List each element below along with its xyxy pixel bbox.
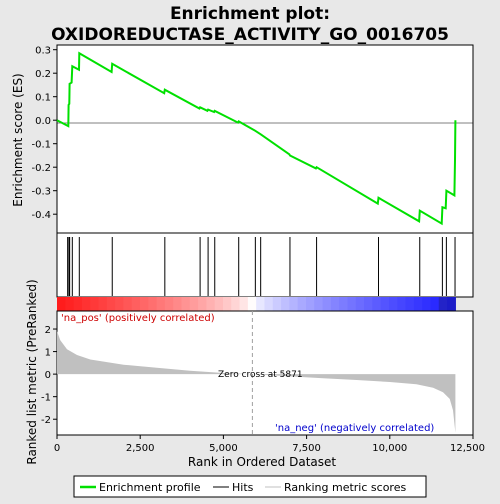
color-bar-segment	[74, 297, 83, 311]
rank-y-tick-label: 1	[45, 348, 51, 359]
color-bar-segment	[397, 297, 406, 311]
x-tick-label: 12,500	[450, 443, 485, 454]
chart-title-line1: Enrichment plot:	[170, 4, 330, 24]
color-bar-segment	[430, 297, 439, 311]
rank-y-tick-label: -2	[41, 415, 51, 426]
color-bar-segment	[65, 297, 74, 311]
color-bar-segment	[240, 297, 249, 311]
color-bar-segment	[90, 297, 99, 311]
color-bar-segment	[422, 297, 431, 311]
color-bar-segment	[223, 297, 232, 311]
color-bar-segment	[123, 297, 132, 311]
color-bar-segment	[414, 297, 423, 311]
negative-correlation-label: 'na_neg' (negatively correlated)	[275, 423, 434, 434]
color-bar-segment	[389, 297, 398, 311]
es-y-tick-label: -0.2	[31, 163, 51, 174]
color-bar-segment	[248, 297, 257, 311]
color-bar-segment	[356, 297, 365, 311]
es-y-tick-label: 0.3	[35, 46, 51, 57]
legend-hits-label: Hits	[232, 481, 254, 494]
color-bar-segment	[98, 297, 107, 311]
color-bar-segment	[306, 297, 315, 311]
color-bar-segment	[281, 297, 290, 311]
es-y-tick-label: -0.4	[31, 210, 51, 221]
rank-y-tick-label: 0	[45, 370, 51, 381]
color-bar-segment	[57, 297, 66, 311]
color-bar-segment	[372, 297, 381, 311]
positive-correlation-label: 'na_pos' (positively correlated)	[61, 313, 215, 324]
color-bar-segment	[190, 297, 199, 311]
chart-title-line2: OXIDOREDUCTASE_ACTIVITY_GO_0016705	[51, 25, 449, 45]
color-bar-segment	[323, 297, 332, 311]
color-bar-segment	[198, 297, 207, 311]
x-tick-label: 7,500	[292, 443, 321, 454]
color-bar-segment	[406, 297, 415, 311]
color-bar-segment	[157, 297, 166, 311]
color-bar-segment	[206, 297, 215, 311]
color-bar-segment	[148, 297, 157, 311]
color-bar-segment	[256, 297, 265, 311]
legend-ranking-metric-label: Ranking metric scores	[284, 481, 406, 494]
color-bar-segment	[339, 297, 348, 311]
color-bar-segment	[132, 297, 141, 311]
color-bar-segment	[231, 297, 240, 311]
es-y-tick-label: -0.1	[31, 140, 51, 151]
color-bar-segment	[173, 297, 182, 311]
rank-y-tick-label: -1	[41, 393, 51, 404]
x-tick-label: 2,500	[126, 443, 155, 454]
color-bar-segment	[364, 297, 373, 311]
hits-panel	[57, 233, 473, 297]
color-bar-segment	[115, 297, 124, 311]
color-bar-segment	[82, 297, 91, 311]
color-bar-segment	[447, 297, 456, 311]
color-bar-segment	[381, 297, 390, 311]
color-bar-segment	[314, 297, 323, 311]
color-bar-segment	[347, 297, 356, 311]
x-tick-label: 0	[54, 443, 60, 454]
color-bar-segment	[264, 297, 273, 311]
x-tick-label: 5,000	[209, 443, 238, 454]
legend-enrichment-profile-label: Enrichment profile	[99, 481, 201, 494]
color-bar-segment	[181, 297, 190, 311]
color-bar-segment	[273, 297, 282, 311]
color-bar-segment	[331, 297, 340, 311]
es-y-tick-label: 0.0	[35, 116, 51, 127]
color-bar-segment	[298, 297, 307, 311]
color-bar-segment	[140, 297, 149, 311]
color-bar-segment	[107, 297, 116, 311]
es-panel	[57, 45, 473, 233]
rank-color-bar	[57, 297, 456, 311]
es-y-tick-label: 0.1	[35, 93, 51, 104]
es-y-tick-label: 0.2	[35, 69, 51, 80]
es-y-axis-label: Enrichment score (ES)	[11, 73, 25, 206]
color-bar-segment	[289, 297, 298, 311]
rank-y-axis-label: Ranked list metric (PreRanked)	[25, 279, 39, 464]
zero-cross-label: Zero cross at 5871	[218, 370, 303, 380]
x-tick-label: 10,000	[372, 443, 407, 454]
color-bar-segment	[439, 297, 448, 311]
es-y-tick-label: -0.3	[31, 187, 51, 198]
rank-y-tick-label: 2	[45, 325, 51, 336]
color-bar-segment	[215, 297, 224, 311]
color-bar-segment	[165, 297, 174, 311]
x-axis-label: Rank in Ordered Dataset	[188, 455, 336, 469]
